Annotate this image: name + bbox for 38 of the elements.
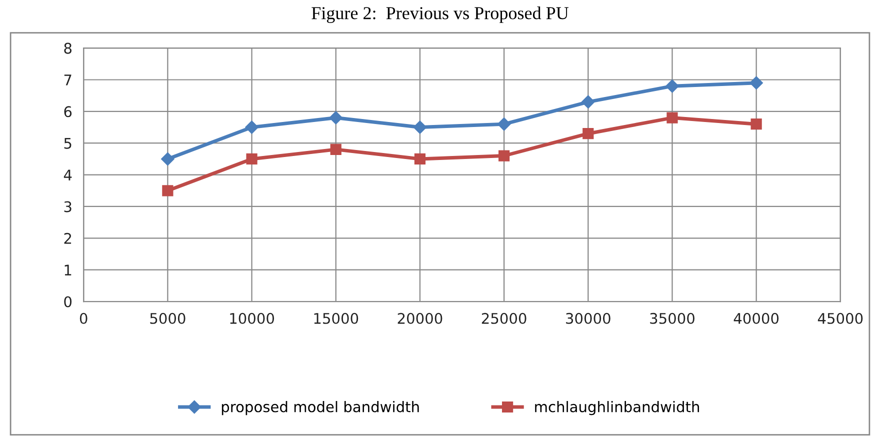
x-tick-label: 45000 [818,312,863,324]
point [666,112,678,124]
chart-title: Figure 2: Previous vs Proposed PU [312,6,569,23]
y-tick-label: 5 [64,138,72,149]
x-tick-label: 30000 [566,312,610,324]
point [329,111,342,124]
y-tick-label: 2 [64,232,72,244]
x-tick-label: 20000 [398,312,442,324]
point [330,144,342,156]
x-tick-label: 40000 [734,312,779,324]
point [245,120,258,134]
y-tick-label: 1 [64,264,72,276]
x-tick-label: 25000 [482,312,526,324]
point [414,153,426,165]
point [750,118,762,130]
point [161,152,174,166]
x-tick-label: 10000 [230,312,274,324]
point [246,153,258,165]
y-tick-label: 7 [64,74,72,86]
x-tick-label: 5000 [150,312,186,324]
y-tick-label: 3 [64,201,72,212]
legend-label: proposed model bandwidth [222,401,419,416]
y-tick-label: 6 [64,106,72,118]
y-tick-label: 0 [64,296,72,308]
point [162,185,174,196]
point [750,76,763,90]
x-tick-label: 35000 [650,312,694,324]
x-tick-label: 0 [80,312,88,324]
x-tick-label: 15000 [314,312,358,324]
point [582,95,595,109]
y-tick-label: 8 [64,42,72,54]
point [498,150,510,162]
point [413,120,427,134]
point [666,80,679,93]
point [497,118,511,131]
legend-label: mchlaughlinbandwidth [535,401,699,416]
point [582,128,594,140]
y-tick-label: 4 [64,170,72,180]
